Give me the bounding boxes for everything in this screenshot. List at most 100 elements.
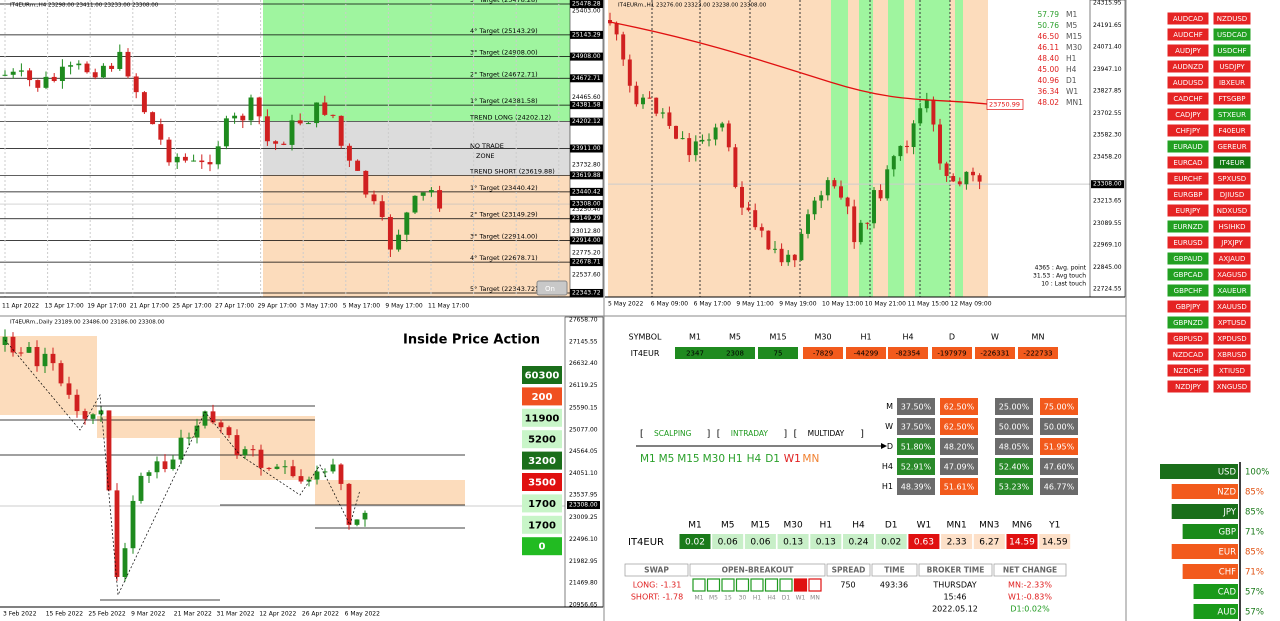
ma-strength-value: 48.40 (1038, 54, 1060, 63)
pair-button[interactable] (1212, 155, 1252, 170)
pair-label: F40EUR (1218, 127, 1245, 135)
pair-button[interactable] (1166, 123, 1210, 138)
pair-button[interactable] (1212, 59, 1252, 74)
price-label: 22496.10 (569, 536, 598, 543)
matrix-cell (940, 478, 978, 495)
price-axis (1089, 0, 1126, 298)
candle (957, 181, 962, 185)
price-label: 23440.42 (572, 188, 601, 195)
strength-name: GBP (1218, 528, 1236, 538)
price-label: 25590.15 (569, 404, 598, 411)
pair-button[interactable] (1212, 139, 1252, 154)
pair-button[interactable] (1212, 27, 1252, 42)
mode-label[interactable]: INTRADAY (731, 429, 769, 438)
table-header: MN1 (946, 521, 966, 531)
table-cell (712, 534, 744, 549)
strength-label: 85% (1245, 488, 1264, 498)
on-button[interactable] (536, 280, 568, 296)
pair-button[interactable] (1166, 299, 1210, 314)
pair-button[interactable] (1212, 283, 1252, 298)
pair-button[interactable] (1166, 91, 1210, 106)
pair-label: XTIUSD (1219, 367, 1245, 375)
mode-label[interactable]: SCALPING (654, 429, 692, 438)
pair-button[interactable] (1212, 171, 1252, 186)
price-box (570, 171, 603, 180)
strength-name: EUR (1219, 548, 1237, 558)
bracket: ] (860, 430, 864, 440)
pair-button[interactable] (1166, 171, 1210, 186)
pair-button[interactable] (1166, 11, 1210, 26)
pair-button[interactable] (1166, 75, 1210, 90)
candle (839, 186, 843, 198)
matrix-cell (995, 418, 1033, 435)
pair-button[interactable] (1166, 251, 1210, 266)
candle (182, 156, 188, 161)
pair-button[interactable] (1212, 379, 1252, 394)
pair-button[interactable] (1212, 331, 1252, 346)
pair-button[interactable] (1166, 155, 1210, 170)
pair-button[interactable] (1212, 75, 1252, 90)
pair-button[interactable] (1212, 107, 1252, 122)
header-cell (826, 563, 871, 577)
section-header: SWAP (644, 566, 669, 575)
pair-button[interactable] (1212, 203, 1252, 218)
date-label: 5 May 17:00 (343, 303, 381, 310)
table-cell (1006, 534, 1038, 549)
pair-button[interactable] (1166, 235, 1210, 250)
date-label: 12 Apr 2022 (259, 611, 296, 618)
candle (330, 464, 336, 472)
pair-label: XAUEUR (1217, 287, 1246, 295)
pair-button[interactable] (1212, 91, 1252, 106)
pair-button[interactable] (1212, 235, 1252, 250)
pair-button[interactable] (1166, 347, 1210, 362)
date-label: 9 May 11:00 (736, 301, 774, 308)
pair-button[interactable] (1166, 203, 1210, 218)
date-label: 10 May 21:00 (865, 301, 906, 308)
pair-button[interactable] (1166, 379, 1210, 394)
pair-button[interactable] (1212, 187, 1252, 202)
chart-header: IT4EURm.,Daily 23189.00 23486.00 23186.0… (10, 320, 165, 326)
pair-button[interactable] (1166, 187, 1210, 202)
pair-button[interactable] (1166, 363, 1210, 378)
ma-strength-value: 57.79 (1038, 10, 1060, 19)
candle (964, 171, 969, 185)
level-label: 1° Target (24381.58) (470, 97, 538, 105)
pair-button[interactable] (1166, 59, 1210, 74)
table-cell (744, 534, 776, 549)
pair-button[interactable] (1212, 43, 1252, 58)
net-change: W1:-0.83% (1008, 593, 1052, 602)
range-zone (315, 480, 465, 505)
candle (322, 471, 328, 473)
pair-button[interactable] (1166, 267, 1210, 282)
pair-button[interactable] (1166, 331, 1210, 346)
pair-button[interactable] (1212, 363, 1252, 378)
pair-button[interactable] (1166, 27, 1210, 42)
pair-button[interactable] (1212, 251, 1252, 266)
pair-button[interactable] (1166, 219, 1210, 234)
pair-button[interactable] (1212, 11, 1252, 26)
breakout-label: 15 (724, 595, 732, 602)
pair-button[interactable] (1166, 107, 1210, 122)
pair-button[interactable] (1212, 315, 1252, 330)
broker-time: THURSDAY (932, 581, 976, 590)
pair-button[interactable] (1212, 299, 1252, 314)
pair-button[interactable] (1166, 43, 1210, 58)
pair-button[interactable] (1212, 267, 1252, 282)
date-label: 25 Feb 2022 (88, 611, 126, 618)
pair-button[interactable] (1212, 219, 1252, 234)
pair-button[interactable] (1166, 139, 1210, 154)
candle (106, 410, 112, 491)
table-header: M5 (721, 521, 735, 531)
candle (428, 190, 434, 193)
candle (746, 207, 751, 211)
table-value: 2347 (686, 350, 704, 358)
pair-button[interactable] (1166, 283, 1210, 298)
price-box (570, 187, 603, 196)
pair-button[interactable] (1166, 315, 1210, 330)
candle (274, 466, 280, 469)
candle (314, 471, 320, 480)
mode-label[interactable]: MULTIDAY (808, 429, 845, 438)
candle (693, 141, 698, 156)
pair-button[interactable] (1212, 123, 1252, 138)
pair-button[interactable] (1212, 347, 1252, 362)
